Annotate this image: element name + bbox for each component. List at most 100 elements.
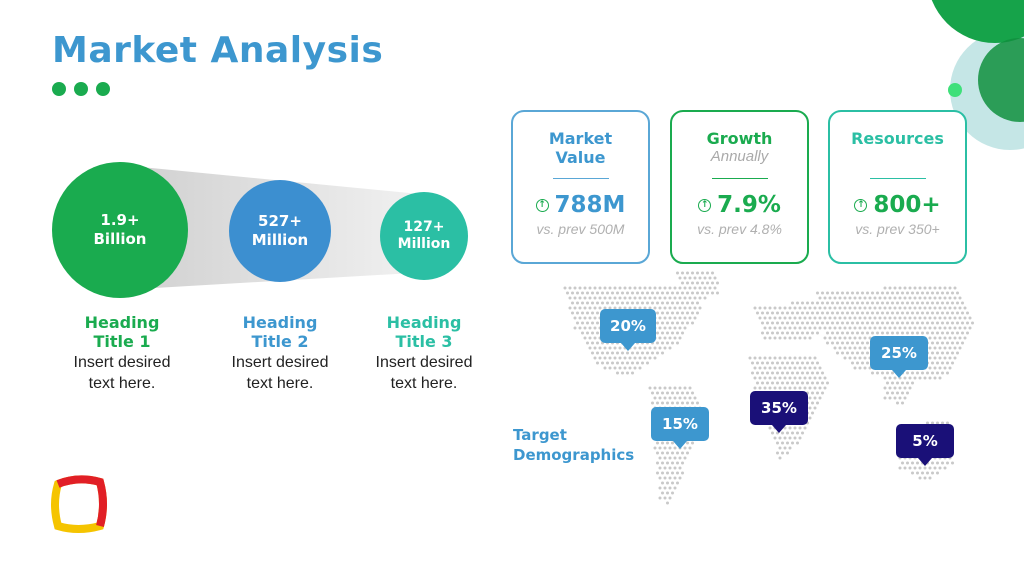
map-dot xyxy=(923,316,927,320)
map-dot xyxy=(661,311,664,315)
map-dot xyxy=(686,301,689,305)
map-dot xyxy=(813,306,817,310)
map-dot xyxy=(906,371,909,375)
map-dot xyxy=(693,286,697,290)
map-dot xyxy=(791,361,794,365)
map-dot xyxy=(823,316,827,320)
map-dot xyxy=(891,391,894,395)
map-dot xyxy=(838,316,842,320)
map-dot xyxy=(626,291,629,295)
map-dot xyxy=(866,311,869,315)
map-dot xyxy=(951,311,954,315)
map-dot xyxy=(681,401,684,405)
map-dot xyxy=(926,291,929,295)
map-dot xyxy=(763,316,767,320)
map-dot xyxy=(843,316,847,320)
map-dot xyxy=(816,391,819,395)
map-dot xyxy=(661,341,664,345)
map-dot xyxy=(828,316,832,320)
map-dot xyxy=(846,341,849,345)
map-dot xyxy=(901,311,904,315)
map-dot xyxy=(671,391,674,395)
map-dot xyxy=(936,311,939,315)
map-dot xyxy=(671,301,674,305)
map-dot xyxy=(933,356,937,360)
map-dot xyxy=(856,311,859,315)
map-dot xyxy=(948,326,952,330)
map-dot xyxy=(928,296,932,300)
map-dot xyxy=(801,361,804,365)
map-dot xyxy=(663,296,667,300)
map-dot xyxy=(961,331,964,335)
map-dot xyxy=(868,316,872,320)
map-dot xyxy=(801,311,804,315)
map-dot xyxy=(676,391,679,395)
map-dot xyxy=(676,461,679,465)
map-dot xyxy=(956,301,959,305)
map-dot xyxy=(638,356,642,360)
map-dot xyxy=(963,306,967,310)
map-dot xyxy=(648,346,652,350)
map-dot xyxy=(668,496,672,500)
map-dot xyxy=(593,296,597,300)
map-dot xyxy=(773,386,777,390)
map-dot xyxy=(903,316,907,320)
map-dot xyxy=(688,296,692,300)
map-dot xyxy=(931,291,934,295)
map-dot xyxy=(956,291,959,295)
map-dot xyxy=(591,321,594,325)
map-dot xyxy=(938,346,942,350)
map-dot xyxy=(578,316,582,320)
map-dot xyxy=(606,351,609,355)
map-dot xyxy=(938,306,942,310)
map-dot xyxy=(831,341,834,345)
map-dot xyxy=(791,381,794,385)
map-dot xyxy=(931,371,934,375)
map-dot xyxy=(783,306,787,310)
map-dot xyxy=(678,316,682,320)
map-dot xyxy=(871,301,874,305)
map-dot xyxy=(948,296,952,300)
map-dot xyxy=(573,296,577,300)
map-dot xyxy=(861,321,864,325)
map-dot xyxy=(783,376,787,380)
map-dot xyxy=(813,316,817,320)
map-dot xyxy=(926,331,929,335)
map-dot xyxy=(933,466,937,470)
map-dot xyxy=(808,396,812,400)
map-dot xyxy=(888,296,892,300)
map-dot xyxy=(943,306,947,310)
map-dot xyxy=(663,316,667,320)
map-dot xyxy=(828,296,832,300)
map-dot xyxy=(661,481,664,485)
map-dot xyxy=(853,316,857,320)
map-dot xyxy=(788,366,792,370)
map-dot xyxy=(691,281,694,285)
map-dot xyxy=(676,401,679,405)
map-dot xyxy=(886,331,889,335)
map-dot xyxy=(816,291,819,295)
map-dot xyxy=(883,306,887,310)
map-dot xyxy=(863,366,867,370)
map-dot xyxy=(843,356,847,360)
map-dot xyxy=(683,316,687,320)
map-dot xyxy=(866,331,869,335)
map-dot xyxy=(938,336,942,340)
map-dot xyxy=(703,296,707,300)
map-dot xyxy=(783,366,787,370)
map-dot xyxy=(673,396,677,400)
map-dot xyxy=(796,431,799,435)
map-dot xyxy=(896,401,899,405)
map-dot xyxy=(803,366,807,370)
map-dot xyxy=(771,311,774,315)
map-dot xyxy=(798,436,802,440)
map-dot xyxy=(788,356,792,360)
map-dot xyxy=(796,311,799,315)
map-dot xyxy=(916,331,919,335)
map-dot xyxy=(786,441,789,445)
map-dot xyxy=(661,301,664,305)
map-dot xyxy=(908,286,912,290)
map-dot xyxy=(776,311,779,315)
map-dot xyxy=(673,386,677,390)
map-dot xyxy=(903,466,907,470)
